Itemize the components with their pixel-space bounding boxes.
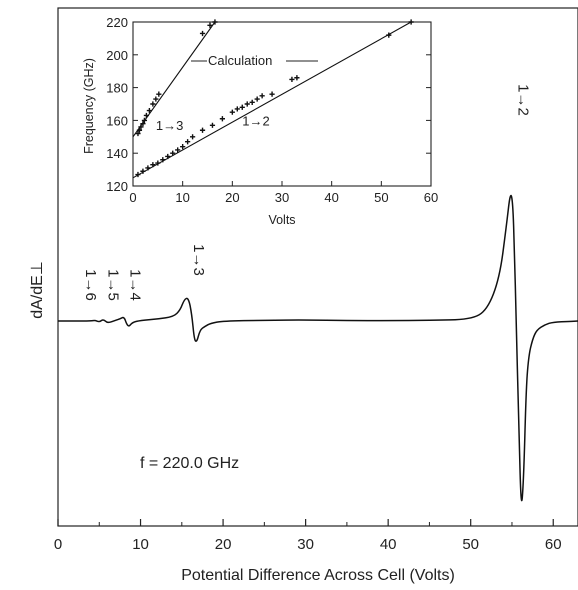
inset-data-point <box>207 22 213 28</box>
transition-label: 1→3 <box>190 244 207 276</box>
main-x-tick-label: 50 <box>462 536 479 553</box>
inset-x-tick-label: 40 <box>324 190 338 205</box>
inset-data-point <box>239 104 245 110</box>
inset-data-point <box>150 162 156 168</box>
main-chart: 0 10 20 30 40 50 60 1→6 1→5 1→4 1→3 1→2 Potential … <box>29 7 578 584</box>
main-x-tick-label: 60 <box>545 536 562 553</box>
inset-data-point <box>143 112 150 119</box>
inset-x-tick-labels: 0 10 20 30 40 50 60 <box>129 190 438 205</box>
main-x-tick-labels: 0 10 20 30 40 50 60 <box>54 536 562 553</box>
inset-data-point <box>244 101 250 107</box>
inset-x-tick-label: 0 <box>129 190 136 205</box>
inset-data-point <box>160 157 166 163</box>
inset-y-axis-title: Frequency (GHz) <box>82 58 96 154</box>
inset-x-tick-label: 20 <box>225 190 239 205</box>
inset-data-point <box>190 134 196 140</box>
inset-y-tick-label: 140 <box>106 146 128 161</box>
transition-label: 1→4 <box>127 269 144 301</box>
inset-y-tick-label: 120 <box>106 179 128 194</box>
inset-data-point <box>153 96 159 102</box>
inset-data-point <box>259 93 265 99</box>
inset-data-point <box>155 160 161 166</box>
inset-data-point <box>141 117 148 123</box>
inset-y-tick-labels: 120 140 160 180 200 220 <box>106 15 128 194</box>
inset-data-point <box>294 75 300 81</box>
transition-label: 1→5 <box>104 269 121 301</box>
inset-data-point <box>150 101 156 107</box>
inset-data-point <box>140 121 146 127</box>
inset-chart: 0 10 20 30 40 50 60 120 140 160 180 200 220 Volts F… <box>82 15 438 227</box>
inset-x-tick-label: 60 <box>424 190 438 205</box>
inset-series-label: 1→2 <box>242 113 269 128</box>
frequency-annotation: f = 220.0 GHz <box>140 455 239 472</box>
inset-y-tick-label: 180 <box>106 81 128 96</box>
inset-series-labels: 1→3 1→2 <box>156 113 270 133</box>
inset-data-point <box>136 127 143 133</box>
inset-series-label: 1→3 <box>156 118 183 133</box>
inset-data-point <box>269 91 275 97</box>
inset-data-point <box>156 91 162 97</box>
main-y-axis-title: dA/dE⊥ <box>29 261 46 319</box>
inset-data-point <box>386 32 392 38</box>
inset-x-tick-label: 10 <box>175 190 189 205</box>
inset-data-point <box>408 19 414 25</box>
transition-label: 1→6 <box>82 269 99 301</box>
spectrum-trace <box>58 194 578 502</box>
main-x-axis-title: Potential Difference Across Cell (Volts) <box>181 567 455 584</box>
calculation-line <box>132 21 412 179</box>
inset-data-point <box>145 165 151 171</box>
inset-data-point <box>180 144 186 150</box>
inset-data-point <box>135 130 141 137</box>
inset-data-point <box>209 122 216 128</box>
inset-y-tick-label: 220 <box>106 15 128 30</box>
inset-data-point <box>175 147 181 153</box>
inset-y-tick-label: 200 <box>106 48 128 63</box>
inset-data-point <box>140 168 146 174</box>
main-x-tick-label: 0 <box>54 536 62 553</box>
inset-data-point <box>219 116 225 122</box>
transition-label: 1→2 <box>515 84 532 116</box>
inset-data-point <box>165 153 171 160</box>
inset-data-point <box>170 150 176 156</box>
transition-labels: 1→6 1→5 1→4 1→3 1→2 <box>82 84 531 301</box>
main-x-tick-label: 30 <box>297 536 314 553</box>
inset-data-point <box>138 124 144 130</box>
inset-data-point <box>135 171 141 178</box>
calculation-label: Calculation <box>208 53 272 68</box>
inset-data-point <box>229 109 235 115</box>
main-x-tick-label: 40 <box>380 536 397 553</box>
inset-data-point <box>249 99 255 105</box>
inset-ticks <box>132 21 432 187</box>
main-x-tick-label: 10 <box>132 536 149 553</box>
inset-data-point <box>146 107 152 114</box>
inset-plot-frame <box>132 21 432 187</box>
inset-x-tick-label: 50 <box>374 190 388 205</box>
inset-data-point <box>254 96 260 102</box>
inset-data-point <box>199 30 206 37</box>
inset-data-point <box>234 106 240 112</box>
inset-x-axis-title: Volts <box>268 213 295 227</box>
inset-data-points <box>135 19 414 178</box>
inset-data-point <box>185 139 191 145</box>
main-plot-frame <box>57 7 578 527</box>
main-x-ticks <box>57 519 554 526</box>
inset-y-tick-label: 160 <box>106 113 128 128</box>
inset-data-point <box>199 127 206 133</box>
main-x-tick-label: 20 <box>215 536 232 553</box>
inset-x-tick-label: 30 <box>275 190 289 205</box>
calculation-annotation: Calculation <box>191 53 318 68</box>
inset-data-point <box>289 76 295 82</box>
inset-data-point <box>212 19 218 25</box>
